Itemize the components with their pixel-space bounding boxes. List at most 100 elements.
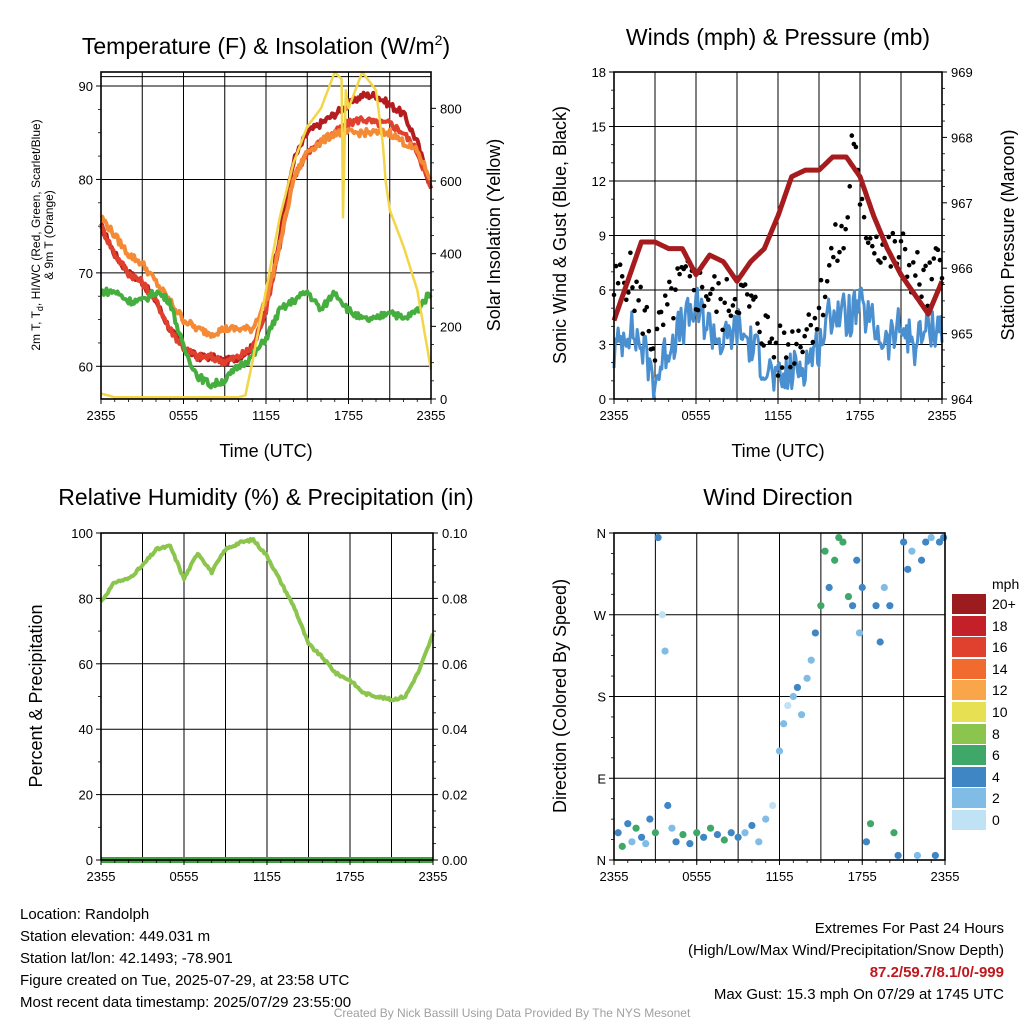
direction-point <box>894 851 902 860</box>
y2-tick-label: 969 <box>951 65 973 80</box>
y-tick-label: 18 <box>592 65 606 80</box>
legend-label: 6 <box>992 747 1000 764</box>
legend-label: 14 <box>992 660 1008 677</box>
gust-point <box>792 361 797 366</box>
y-tick-label: 15 <box>592 120 606 135</box>
direction-point <box>700 833 708 841</box>
gust-point <box>913 273 918 278</box>
gust-point <box>650 346 656 351</box>
y-tick-label: 90 <box>79 79 93 94</box>
legend-label: 2 <box>992 790 1000 807</box>
gust-point <box>652 358 658 363</box>
gust-point <box>917 282 922 287</box>
wind-xlabel: Time (UTC) <box>731 441 824 461</box>
gust-point <box>644 304 650 310</box>
gust-point <box>646 328 652 334</box>
gust-point <box>712 274 717 279</box>
gust-point <box>687 273 693 279</box>
gust-point <box>800 349 805 355</box>
gust-point <box>691 287 697 293</box>
gust-point <box>902 246 908 252</box>
direction-point <box>769 801 777 810</box>
direction-point <box>797 711 806 719</box>
direction-point <box>661 647 669 655</box>
y2-tick-label: 200 <box>440 319 462 334</box>
direction-point <box>664 801 672 810</box>
gust-point <box>861 214 867 220</box>
temperature-y2label: Solar Insolation (Yellow) <box>484 139 504 331</box>
y2-tick-label: 800 <box>440 101 462 116</box>
x-tick-label: 1755 <box>846 408 875 423</box>
direction-point <box>693 829 701 837</box>
legend-color-box <box>952 766 986 787</box>
y-tick-label: 100 <box>71 526 93 541</box>
gust-point <box>726 308 732 314</box>
y2-tick-label: 0.00 <box>442 853 467 868</box>
series-line-relative-humidity <box>99 537 435 703</box>
y-tick-label: 0 <box>86 853 93 868</box>
gust-point <box>931 256 937 261</box>
gust-point <box>675 266 680 271</box>
temperature-title: Temperature (F) & Insolation (W/m2) <box>82 32 450 59</box>
direction-point <box>817 602 825 610</box>
temperature-ticks: 2355 0555 1155 1755 2355 60 70 80 90 0 200 400 600 80… <box>79 79 462 423</box>
x-tick-label: 1155 <box>252 408 280 423</box>
gust-point <box>624 297 629 303</box>
direction-series <box>614 533 948 860</box>
y2-tick-label: 400 <box>440 247 462 262</box>
gust-point <box>859 196 865 202</box>
direction-point <box>858 583 866 592</box>
x-tick-label: 0555 <box>169 408 198 423</box>
direction-point <box>908 547 916 555</box>
gust-point <box>829 245 834 251</box>
y-tick-label: N <box>597 526 606 541</box>
gust-point <box>765 314 771 320</box>
gust-point <box>822 294 828 300</box>
y2-tick-label: 964 <box>951 392 973 407</box>
gust-point <box>798 344 803 350</box>
gust-point <box>636 298 641 303</box>
legend-color-box <box>952 637 986 658</box>
direction-point <box>900 538 908 546</box>
y-tick-label: 6 <box>599 283 606 298</box>
gust-point <box>818 277 824 283</box>
direction-point <box>632 824 640 832</box>
direction-point <box>922 538 930 546</box>
gust-point <box>937 257 943 263</box>
direction-point <box>917 556 926 564</box>
legend-label: 12 <box>992 682 1008 699</box>
y2-tick-label: 600 <box>440 174 462 189</box>
legend-label: 20+ <box>992 596 1016 612</box>
gust-point <box>615 280 621 286</box>
gust-point <box>654 326 660 332</box>
y-tick-label: 80 <box>79 172 93 187</box>
legend-unit: mph <box>992 576 1020 592</box>
direction-point <box>811 629 819 637</box>
gust-point <box>777 323 783 329</box>
direction-grid <box>614 533 945 860</box>
direction-point <box>706 824 715 832</box>
gust-point <box>658 309 664 315</box>
direction-point <box>624 820 632 828</box>
direction-point <box>835 533 843 542</box>
direction-point <box>807 656 815 664</box>
gust-point <box>812 315 818 321</box>
direction-point <box>913 851 922 860</box>
gust-point <box>730 303 736 308</box>
direction-point <box>844 592 853 601</box>
x-tick-label: 1755 <box>848 869 877 884</box>
gust-point <box>667 279 672 285</box>
series-line-hi-wc <box>99 115 433 367</box>
y-tick-label: E <box>597 771 606 786</box>
gust-point <box>927 260 932 265</box>
gust-point <box>849 133 855 138</box>
direction-point <box>780 720 788 728</box>
legend-color-box <box>952 810 986 830</box>
direction-point <box>679 830 687 839</box>
credit-text: Created By Nick Bassill Using Data Provi… <box>333 1006 691 1020</box>
gust-point <box>853 144 859 150</box>
direction-point <box>853 556 861 564</box>
legend-label: 4 <box>992 768 1000 785</box>
gust-point <box>630 285 635 290</box>
temperature-ylabel: 2m T, Td, HI/WC (Red, Green, Scarlet/Blu… <box>29 119 56 350</box>
